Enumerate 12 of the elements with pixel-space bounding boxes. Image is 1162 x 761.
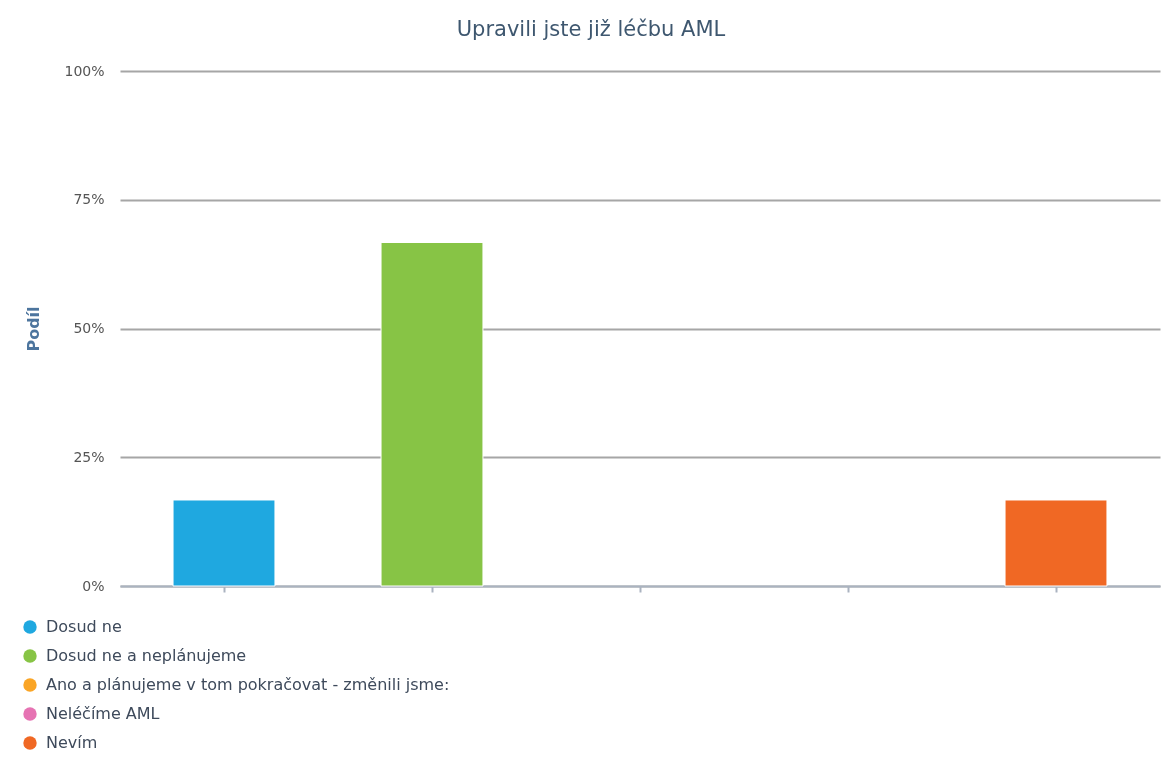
y-tick-label: 75% — [73, 191, 105, 208]
y-tick-label: 100% — [64, 62, 105, 79]
y-axis-title: Podíl — [24, 306, 44, 352]
legend-label: Neléčíme AML — [46, 704, 160, 723]
y-tick-label: 25% — [73, 448, 105, 465]
y-tick-label: 0% — [82, 577, 105, 594]
legend-label: Nevím — [46, 733, 98, 752]
y-tick-label: 50% — [73, 320, 105, 336]
legend-label: Dosud ne a neplánujeme — [46, 646, 247, 665]
legend-label: Dosud ne — [46, 617, 122, 636]
chart-title: Upravili jste již léčbu AML — [456, 17, 726, 41]
legend-label: Ano a plánujeme v tom pokračovat - změnili jsme: — [46, 675, 450, 694]
